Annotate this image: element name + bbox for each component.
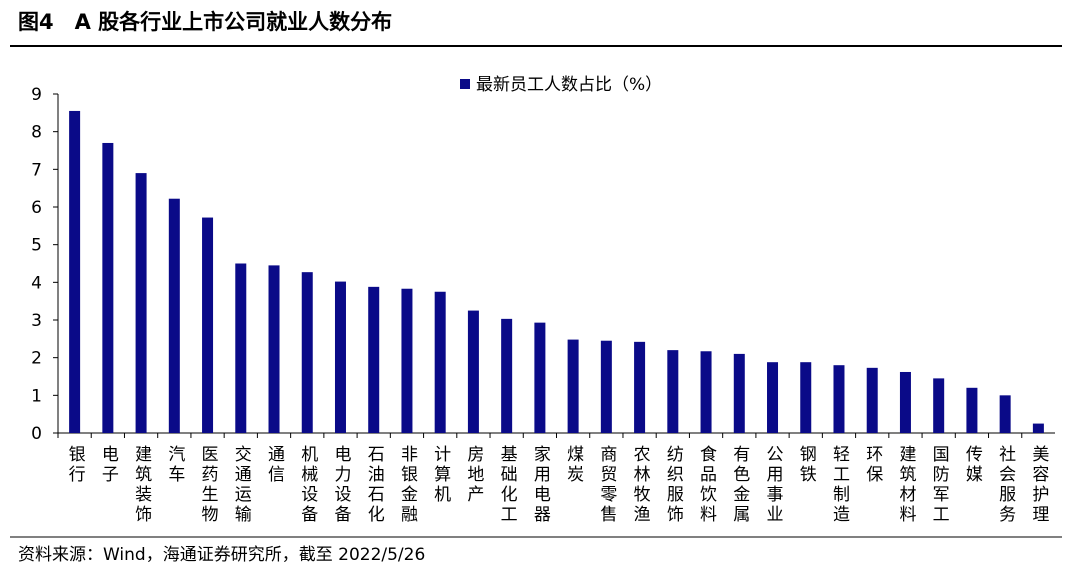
- x-tick-label: 汽车: [164, 445, 185, 485]
- x-tick-label: 电力设备: [330, 445, 351, 525]
- x-tick-label: 石油石化: [364, 445, 385, 525]
- y-tick-label: 0: [31, 424, 42, 444]
- x-tick-label: 房地产: [463, 445, 484, 505]
- x-tick-label: 交通运输: [231, 445, 252, 525]
- bar: [634, 341, 646, 433]
- bar: [534, 322, 546, 433]
- x-tick-label: 美容护理: [1028, 445, 1049, 525]
- x-tick-label: 电子: [98, 445, 119, 485]
- bar: [733, 353, 745, 433]
- bar: [301, 272, 313, 433]
- bar: [700, 351, 712, 433]
- x-tick-label: 计算机: [430, 445, 451, 505]
- bar: [966, 387, 978, 433]
- x-tick-label: 建筑装饰: [131, 445, 152, 525]
- bar: [999, 395, 1011, 433]
- x-tick-label: 基础化工: [497, 445, 518, 525]
- bar: [268, 265, 280, 433]
- bar: [501, 318, 513, 433]
- bar: [866, 367, 878, 433]
- x-tick-label: 非银金融: [397, 445, 418, 525]
- x-tick-label: 家用电器: [530, 445, 551, 525]
- bar: [1032, 423, 1044, 433]
- bar: [833, 365, 845, 433]
- x-tick-label: 通信: [264, 445, 285, 485]
- bar: [334, 281, 346, 433]
- bar: [933, 378, 945, 433]
- bar: [800, 362, 812, 433]
- legend-swatch: [460, 79, 470, 89]
- y-tick-label: 7: [31, 160, 42, 180]
- x-tick-label: 银行: [65, 445, 86, 485]
- bar: [401, 288, 413, 433]
- x-tick-label: 国防军工: [929, 445, 950, 525]
- x-tick-label: 食品饮料: [696, 445, 717, 525]
- x-tick-label: 商贸零售: [596, 445, 617, 525]
- legend-label: 最新员工人数占比（%）: [476, 75, 662, 95]
- y-tick-label: 2: [31, 349, 42, 369]
- x-tick-label: 传媒: [962, 445, 983, 485]
- bar: [168, 198, 180, 433]
- x-tick-label: 纺织服饰: [663, 445, 684, 525]
- x-tick-label: 轻工制造: [829, 445, 850, 525]
- x-tick-label: 农林牧渔: [630, 445, 651, 525]
- bar: [767, 362, 779, 433]
- x-tick-label: 建筑材料: [895, 445, 916, 525]
- x-tick-label: 煤炭: [563, 445, 584, 485]
- x-tick-label: 有色金属: [729, 445, 750, 525]
- bar: [899, 371, 911, 433]
- y-tick-label: 5: [31, 236, 42, 256]
- x-tick-label: 社会服务: [995, 445, 1016, 525]
- x-tick-label: 钢铁: [796, 445, 817, 485]
- bar: [434, 291, 446, 433]
- bar: [567, 339, 579, 433]
- y-tick-label: 1: [31, 386, 42, 406]
- bar: [102, 142, 114, 433]
- x-tick-label: 医药生物: [198, 445, 219, 525]
- chart-title: 图4 A 股各行业上市公司就业人数分布: [18, 10, 392, 34]
- y-tick-label: 4: [31, 273, 42, 293]
- bar: [368, 286, 380, 433]
- x-tick-label: 机械设备: [297, 445, 318, 525]
- x-tick-label: 公用事业: [763, 445, 784, 525]
- bar: [467, 310, 479, 433]
- y-tick-label: 3: [31, 311, 42, 331]
- bar: [69, 110, 81, 433]
- x-tick-label: 环保: [862, 445, 883, 485]
- bar: [135, 173, 147, 433]
- bar: [600, 340, 612, 433]
- y-tick-label: 9: [31, 85, 42, 105]
- source-note: 资料来源：Wind，海通证券研究所，截至 2022/5/26: [18, 545, 425, 565]
- y-tick-label: 6: [31, 198, 42, 218]
- y-tick-label: 8: [31, 123, 42, 143]
- bar: [202, 217, 214, 433]
- bar: [235, 263, 247, 433]
- bar: [667, 350, 679, 433]
